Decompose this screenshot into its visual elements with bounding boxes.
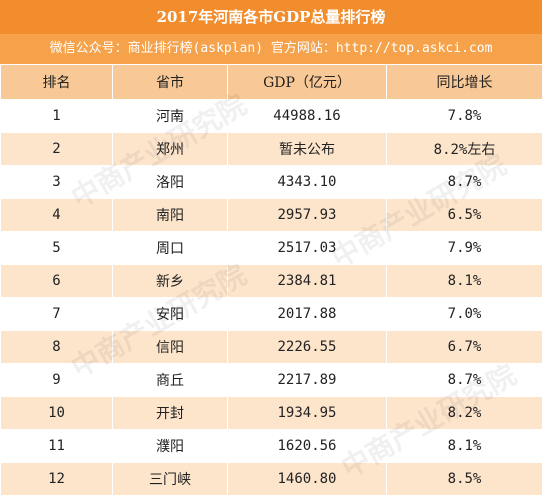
city-cell: 信阳 xyxy=(113,331,228,364)
rank-cell: 10 xyxy=(1,397,113,430)
rank-cell: 9 xyxy=(1,364,113,397)
growth-cell: 7.8% xyxy=(387,100,542,133)
rank-cell: 8 xyxy=(1,331,113,364)
gdp-cell: 4343.10 xyxy=(228,166,387,199)
rank-cell: 12 xyxy=(1,463,113,496)
city-cell: 洛阳 xyxy=(113,166,228,199)
rank-cell: 6 xyxy=(1,265,113,298)
city-cell: 周口 xyxy=(113,232,228,265)
growth-cell: 8.5% xyxy=(387,463,542,496)
header-rank: 排名 xyxy=(1,65,113,100)
city-cell: 河南 xyxy=(113,100,228,133)
header-growth: 同比增长 xyxy=(387,65,542,100)
header-city: 省市 xyxy=(113,65,228,100)
growth-cell: 7.9% xyxy=(387,232,542,265)
city-cell: 南阳 xyxy=(113,199,228,232)
city-cell: 濮阳 xyxy=(113,430,228,463)
table-header-row: 排名 省市 GDP（亿元） 同比增长 xyxy=(1,65,542,100)
gdp-cell: 1934.95 xyxy=(228,397,387,430)
gdp-cell: 1620.56 xyxy=(228,430,387,463)
growth-cell: 8.1% xyxy=(387,265,542,298)
growth-cell: 8.7% xyxy=(387,166,542,199)
gdp-cell: 2957.93 xyxy=(228,199,387,232)
growth-cell: 6.7% xyxy=(387,331,542,364)
rank-cell: 2 xyxy=(1,133,113,166)
rank-cell: 11 xyxy=(1,430,113,463)
gdp-cell: 2017.88 xyxy=(228,298,387,331)
growth-cell: 8.2%左右 xyxy=(387,133,542,166)
rank-cell: 4 xyxy=(1,199,113,232)
page-title: 2017年河南各市GDP总量排行榜 xyxy=(0,0,542,34)
growth-cell: 6.5% xyxy=(387,199,542,232)
gdp-cell: 2384.81 xyxy=(228,265,387,298)
city-cell: 开封 xyxy=(113,397,228,430)
gdp-cell: 2217.89 xyxy=(228,364,387,397)
rank-cell: 1 xyxy=(1,100,113,133)
city-cell: 郑州 xyxy=(113,133,228,166)
city-cell: 三门峡 xyxy=(113,463,228,496)
growth-cell: 8.7% xyxy=(387,364,542,397)
gdp-cell: 2226.55 xyxy=(228,331,387,364)
city-cell: 新乡 xyxy=(113,265,228,298)
city-cell: 商丘 xyxy=(113,364,228,397)
growth-cell: 8.1% xyxy=(387,430,542,463)
rank-cell: 7 xyxy=(1,298,113,331)
rank-cell: 5 xyxy=(1,232,113,265)
growth-cell: 7.0% xyxy=(387,298,542,331)
city-cell: 安阳 xyxy=(113,298,228,331)
header-gdp: GDP（亿元） xyxy=(228,65,387,100)
source-line: 微信公众号：商业排行榜(askplan) 官方网站：http://top.ask… xyxy=(0,34,542,64)
growth-cell: 8.2% xyxy=(387,397,542,430)
gdp-cell: 1460.80 xyxy=(228,463,387,496)
rank-cell: 3 xyxy=(1,166,113,199)
gdp-cell: 44988.16 xyxy=(228,100,387,133)
gdp-cell: 暂未公布 xyxy=(228,133,387,166)
gdp-cell: 2517.03 xyxy=(228,232,387,265)
